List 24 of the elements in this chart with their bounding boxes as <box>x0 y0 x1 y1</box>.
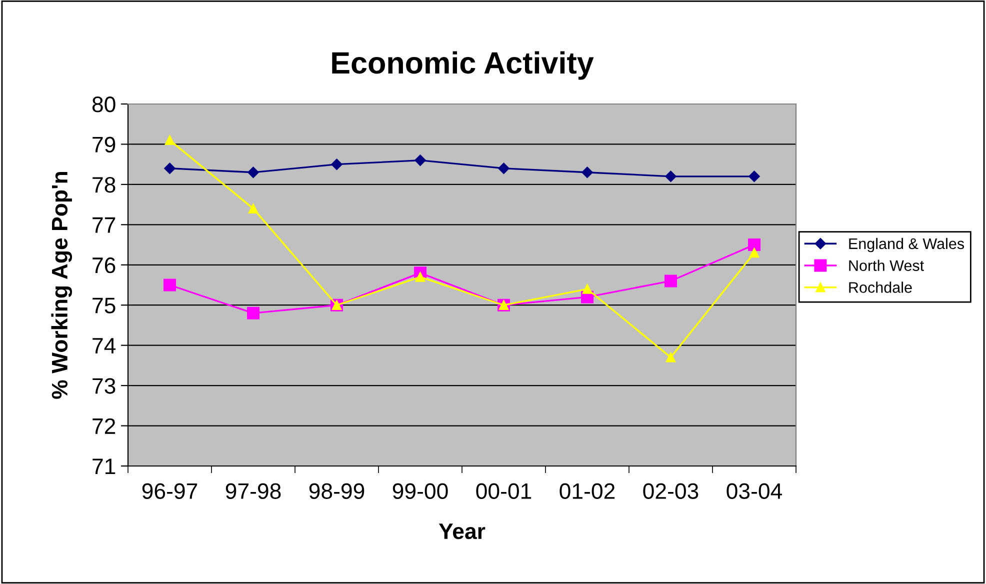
y-tick-label: 77 <box>92 217 116 233</box>
y-tick-label: 72 <box>92 418 116 434</box>
y-tick-label: 73 <box>92 378 116 394</box>
x-axis-title: Year <box>438 524 486 540</box>
x-tick-label: 96-97 <box>142 483 198 499</box>
chart-title: Economic Activity <box>332 51 594 80</box>
y-tick-label: 75 <box>92 298 116 314</box>
x-tick-label: 99-00 <box>392 483 448 499</box>
y-tick-label: 78 <box>92 176 116 193</box>
y-tick-label: 74 <box>92 338 116 354</box>
y-tick-label: 79 <box>92 136 116 152</box>
y-tick-label: 71 <box>92 458 116 474</box>
y-tick-label: 76 <box>92 257 116 274</box>
x-tick-label: 00-01 <box>476 483 532 499</box>
x-tick-label: 02-03 <box>643 483 698 499</box>
x-tick-label: 98-99 <box>309 483 364 499</box>
x-tick-label: 01-02 <box>560 483 615 499</box>
legend-label: England & Wales <box>849 238 964 252</box>
legend-label: North West <box>849 260 924 271</box>
y-axis-title: % Working Age Pop'n <box>51 172 72 399</box>
x-tick-label: 03-04 <box>726 483 782 499</box>
legend-label: Rochdale <box>849 282 912 293</box>
y-tick-label: 80 <box>92 96 116 112</box>
x-tick-label: 97-98 <box>226 483 281 499</box>
